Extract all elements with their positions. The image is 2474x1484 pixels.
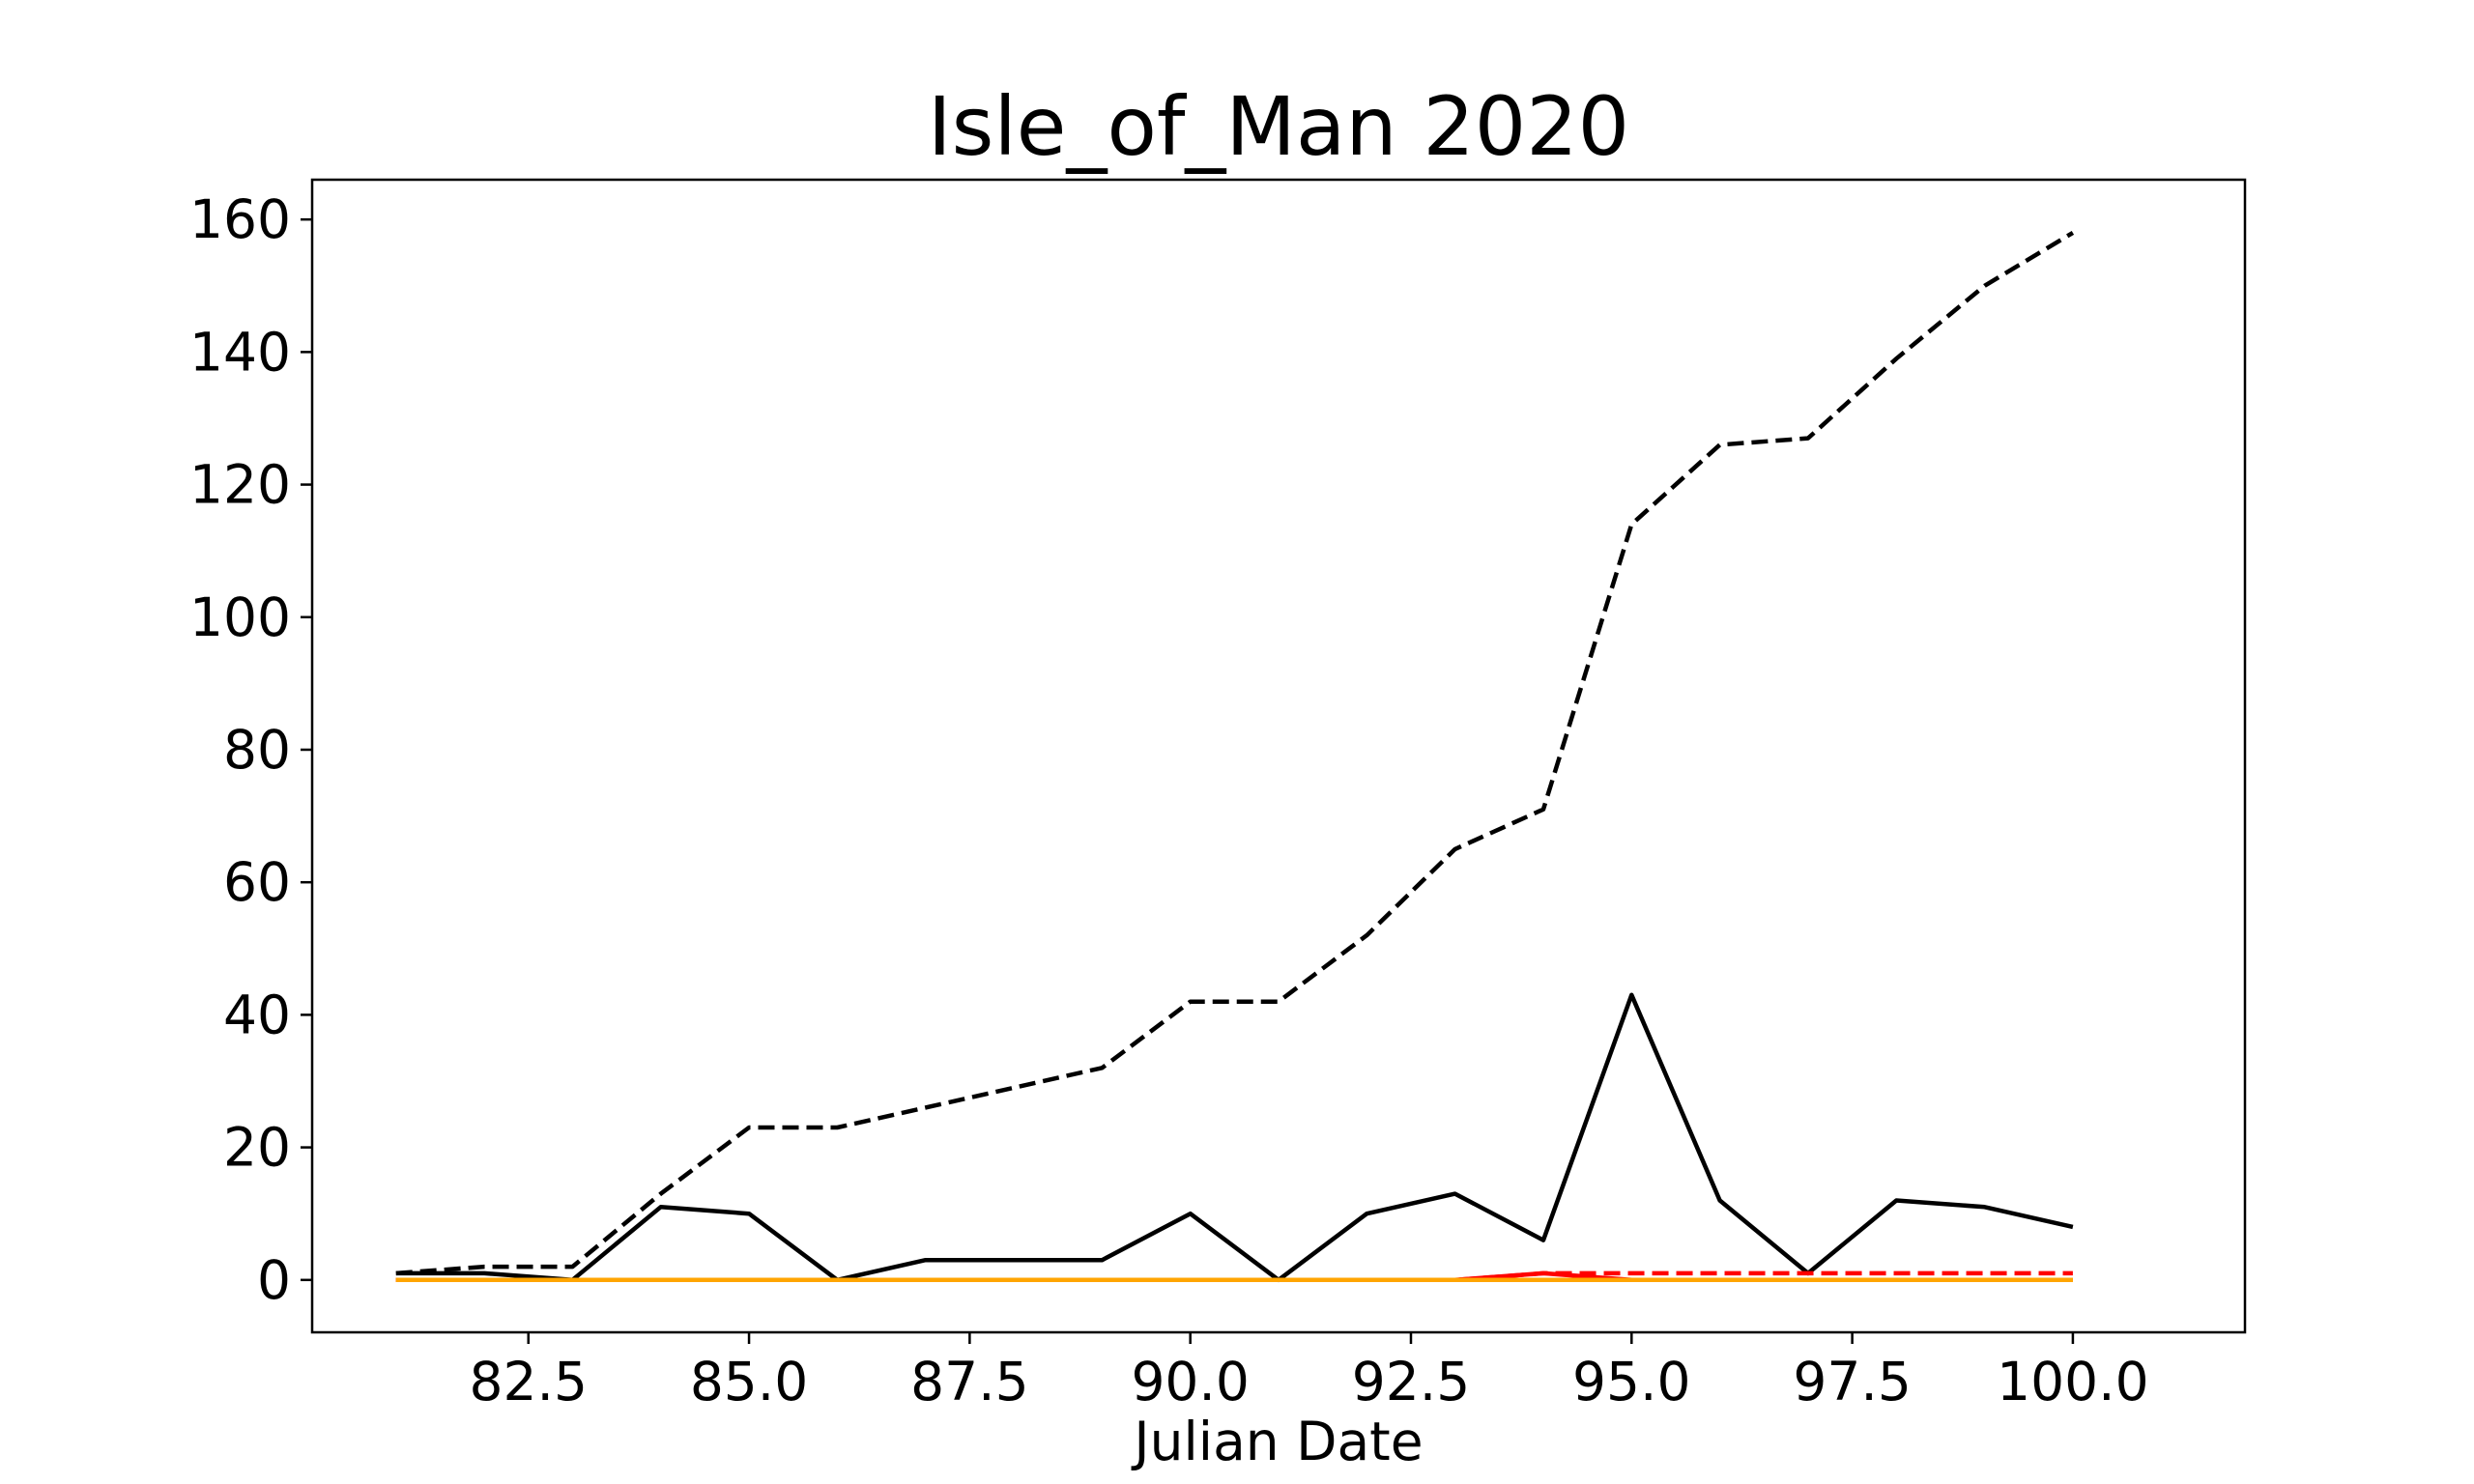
x-axis-label: Julian Date	[1131, 1411, 1423, 1472]
y-tick-label: 160	[189, 188, 291, 250]
y-axis: 0 20 40 60 80 100 120 140 160	[189, 188, 312, 1311]
x-tick-label: 82.5	[470, 1351, 588, 1413]
x-tick-label: 90.0	[1131, 1351, 1249, 1413]
plot-series	[395, 230, 2075, 1283]
y-tick-label: 20	[223, 1117, 291, 1179]
y-tick-label: 60	[223, 851, 291, 913]
x-tick-label: 100.0	[1997, 1351, 2148, 1413]
y-tick-label: 0	[257, 1249, 291, 1311]
x-tick-label: 95.0	[1572, 1351, 1690, 1413]
x-tick-label: 92.5	[1352, 1351, 1470, 1413]
x-tick-label: 87.5	[910, 1351, 1028, 1413]
y-tick-label: 100	[189, 586, 291, 648]
black-solid-series-line	[395, 992, 2074, 1283]
y-tick-label: 80	[223, 719, 291, 781]
y-tick-label: 40	[223, 984, 291, 1045]
x-axis: 82.5 85.0 87.5 90.0 92.5 95.0 97.5 100.0	[470, 1332, 2149, 1413]
y-tick-label: 120	[189, 454, 291, 516]
y-tick-label: 140	[189, 321, 291, 383]
plot-frame	[310, 178, 2247, 1334]
x-tick-label: 85.0	[690, 1351, 808, 1413]
chart-title: Isle_of_Man 2020	[928, 79, 1629, 174]
x-tick-label: 97.5	[1793, 1351, 1911, 1413]
